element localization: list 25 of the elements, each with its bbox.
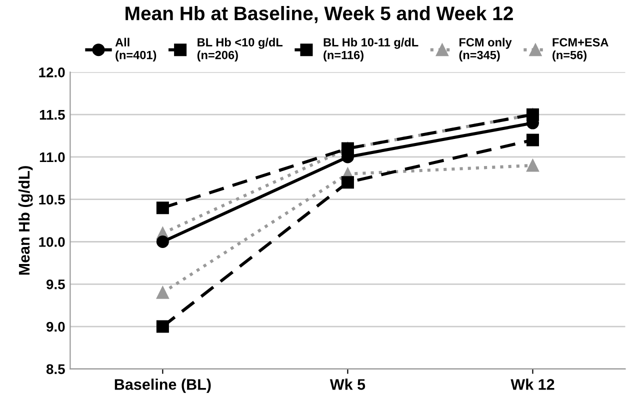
point <box>156 286 169 299</box>
point <box>156 320 169 333</box>
point <box>526 159 539 172</box>
legend-label: FCM+ESA (n=56) <box>552 38 608 62</box>
legend-label: FCM only (n=345) <box>459 38 512 62</box>
y-tick-label: 10.0 <box>39 237 65 247</box>
legend-label: All (n=401) <box>115 38 156 62</box>
chart-title: Mean Hb at Baseline, Week 5 and Week 12 <box>126 6 513 24</box>
y-tick-label: 11.5 <box>40 110 65 120</box>
y-tick-label: 9.5 <box>46 279 65 290</box>
x-tick-label: Wk 12 <box>510 378 554 390</box>
x-tick-label: Baseline (BL) <box>114 378 211 393</box>
y-tick-label: 10.5 <box>39 194 65 205</box>
legend-label: BL Hb <10 g/dL (n=206) <box>197 38 283 62</box>
x-tick-label: Wk 5 <box>330 378 366 390</box>
y-tick-label: 9.0 <box>46 322 65 332</box>
point <box>341 176 354 189</box>
y-axis-title: Mean Hb (g/dL) <box>18 166 33 275</box>
point <box>156 235 169 248</box>
y-tick-label: 12.0 <box>39 68 65 78</box>
legend-label: BL Hb 10-11 g/dL (n=116) <box>324 38 418 62</box>
y-tick-label: 11.0 <box>40 152 65 162</box>
point <box>156 202 169 214</box>
point <box>526 134 539 146</box>
y-tick-label: 8.5 <box>46 364 65 374</box>
